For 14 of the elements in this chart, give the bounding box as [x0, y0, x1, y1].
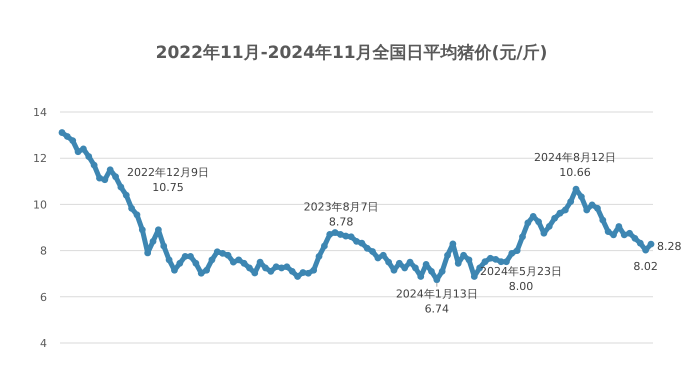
y-tick-label: 8	[40, 244, 47, 258]
y-tick-label: 4	[40, 337, 47, 350]
annotation: 2024年1月13日 6.74	[396, 288, 478, 316]
annotation: 8.02	[633, 260, 658, 274]
text: 8.28	[657, 240, 682, 253]
y-tick-label: 14	[33, 106, 47, 119]
chart-title: 2022年11月-2024年11月全国日平均猪价(元/斤)	[156, 43, 548, 63]
y-tick-label: 10	[33, 198, 47, 212]
annotation: 2022年12月9日 10.75	[127, 166, 209, 194]
annotation: 2024年8月12日 10.66	[534, 151, 616, 180]
y-tick-label: 12	[33, 152, 47, 166]
y-tick-label: 6	[40, 290, 47, 304]
annotation: 2024年5月23日 8.00	[480, 265, 562, 293]
annotation: 2023年8月7日 8.78	[304, 200, 379, 229]
